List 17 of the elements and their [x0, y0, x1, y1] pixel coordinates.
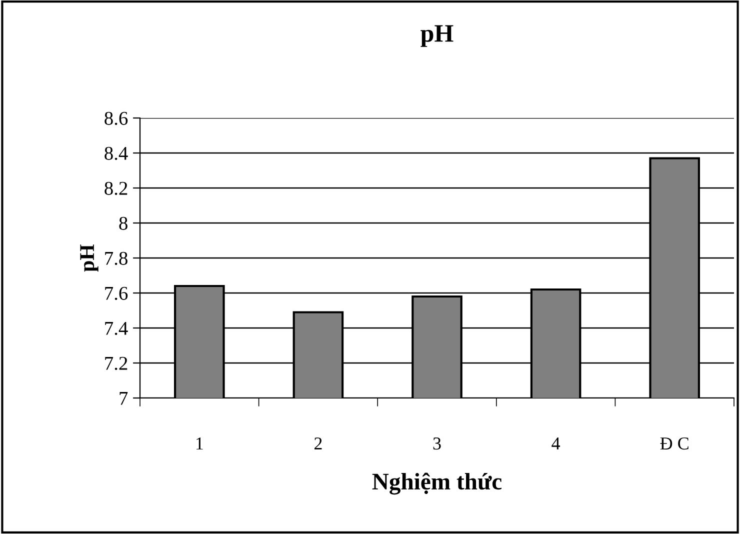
y-tick-label: 8.2 [104, 182, 128, 196]
y-tick-label: 8.4 [104, 146, 128, 160]
x-tick-label: 1 [196, 438, 203, 450]
y-tick-label: 8 [119, 216, 128, 230]
x-tick-label: 2 [314, 437, 322, 450]
y-tick-label: 7 [120, 392, 128, 405]
y-tick-label: 7.4 [105, 322, 128, 336]
y-tick-label: 7.6 [105, 286, 128, 300]
x-axis-title: Nghiệm thức [372, 472, 502, 495]
x-tick-label: 4 [552, 438, 560, 450]
y-tick-label: 7.8 [105, 252, 128, 266]
y-tick-label: 8.6 [104, 112, 128, 126]
y-axis-title: pH [80, 244, 98, 272]
x-tick-label: Đ C [660, 437, 688, 450]
x-tick-label: 3 [433, 437, 441, 450]
y-tick-label: 7.2 [105, 356, 128, 370]
chart-title: pH [420, 25, 454, 47]
